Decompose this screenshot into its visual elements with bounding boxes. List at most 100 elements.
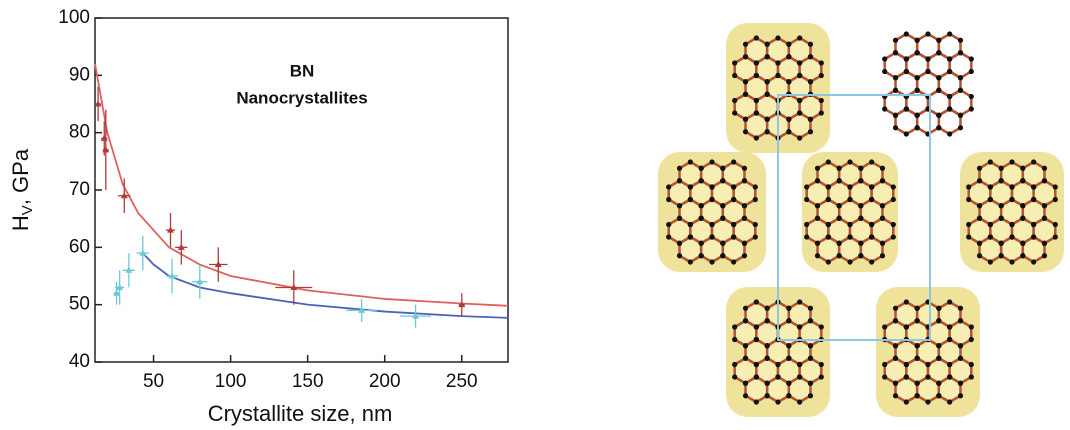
atom <box>753 110 759 116</box>
atom <box>786 129 792 135</box>
atom <box>903 361 909 368</box>
atom <box>957 343 964 349</box>
cage-face <box>894 107 919 136</box>
atom <box>903 131 909 137</box>
atom <box>764 318 770 324</box>
atom <box>1020 203 1026 209</box>
atom <box>936 305 942 311</box>
atom <box>925 68 931 75</box>
data-point <box>290 283 298 290</box>
data-point <box>113 289 121 296</box>
atom <box>998 240 1004 246</box>
atom <box>882 56 888 62</box>
atom <box>957 380 964 386</box>
atom <box>1052 234 1058 240</box>
atom <box>914 37 920 43</box>
atom <box>676 253 683 259</box>
atom <box>847 196 853 203</box>
atom <box>797 60 803 66</box>
atom <box>804 184 810 190</box>
atom <box>732 361 738 368</box>
atom <box>858 203 864 209</box>
atom <box>903 56 909 62</box>
crystal-structure <box>658 23 1064 417</box>
atom <box>957 393 964 399</box>
atom <box>836 165 842 171</box>
atom <box>786 305 792 311</box>
atom <box>892 355 899 361</box>
atom <box>753 72 759 79</box>
atom <box>807 129 814 135</box>
atom <box>797 361 803 368</box>
atom <box>957 305 964 311</box>
atom <box>764 54 770 60</box>
atom <box>786 380 792 386</box>
atom <box>914 87 920 93</box>
atom <box>764 116 770 122</box>
atom <box>890 196 896 203</box>
atom <box>976 178 983 184</box>
y-axis-label: HV, GPa <box>8 148 36 231</box>
y-tick-label: 70 <box>69 179 90 200</box>
atom <box>936 75 942 81</box>
atom <box>892 75 899 81</box>
atom <box>814 215 821 221</box>
atom <box>882 361 888 368</box>
atom <box>998 253 1004 259</box>
atom <box>1009 221 1015 228</box>
atom <box>709 221 715 228</box>
atom <box>858 240 864 246</box>
atom <box>1041 203 1048 209</box>
data-point <box>102 146 110 153</box>
atom <box>753 336 759 343</box>
atom <box>687 221 693 228</box>
atom <box>947 299 953 305</box>
atom <box>676 240 683 246</box>
atom <box>947 93 953 100</box>
atom <box>720 165 726 171</box>
atom <box>914 112 920 118</box>
atom <box>936 318 942 324</box>
atom <box>720 215 726 221</box>
atom <box>698 253 704 259</box>
atom <box>947 68 953 75</box>
atom <box>775 35 781 41</box>
atom <box>797 399 803 405</box>
atom <box>797 324 803 330</box>
x-tick-label: 200 <box>369 371 401 392</box>
atom <box>836 253 842 259</box>
y-tick-label: 100 <box>58 7 90 28</box>
y-label-rest: , GPa <box>8 148 33 205</box>
atom <box>731 234 737 240</box>
atom <box>709 184 715 190</box>
atom <box>807 355 814 361</box>
atom <box>825 221 831 228</box>
atom <box>936 112 942 118</box>
atom <box>818 110 824 116</box>
atom <box>742 305 749 311</box>
atom <box>676 203 683 209</box>
atom <box>742 318 749 324</box>
atom <box>1020 215 1026 221</box>
cage-face <box>721 235 746 264</box>
atom <box>987 221 993 228</box>
atom <box>698 215 704 221</box>
atom <box>786 79 792 85</box>
y-label-sub: V <box>19 205 36 215</box>
atom <box>797 299 803 305</box>
atom <box>968 374 974 380</box>
atom <box>987 159 993 165</box>
x-tick-label: 50 <box>143 371 164 392</box>
atom <box>709 259 715 265</box>
atom <box>998 178 1004 184</box>
atom <box>936 393 942 399</box>
atom <box>807 380 814 386</box>
atom <box>807 116 814 122</box>
atom <box>1009 259 1015 265</box>
atom <box>814 240 821 246</box>
atom <box>914 75 920 81</box>
unit-cell <box>777 94 931 341</box>
data-point <box>167 226 175 233</box>
atom <box>879 240 886 246</box>
atom <box>858 165 864 171</box>
